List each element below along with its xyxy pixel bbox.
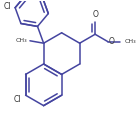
Text: Cl: Cl bbox=[14, 95, 22, 104]
Text: CH₃: CH₃ bbox=[15, 38, 27, 43]
Text: Cl: Cl bbox=[4, 2, 11, 11]
Text: O: O bbox=[109, 37, 115, 46]
Text: O: O bbox=[92, 10, 98, 19]
Text: CH₃: CH₃ bbox=[125, 39, 136, 44]
